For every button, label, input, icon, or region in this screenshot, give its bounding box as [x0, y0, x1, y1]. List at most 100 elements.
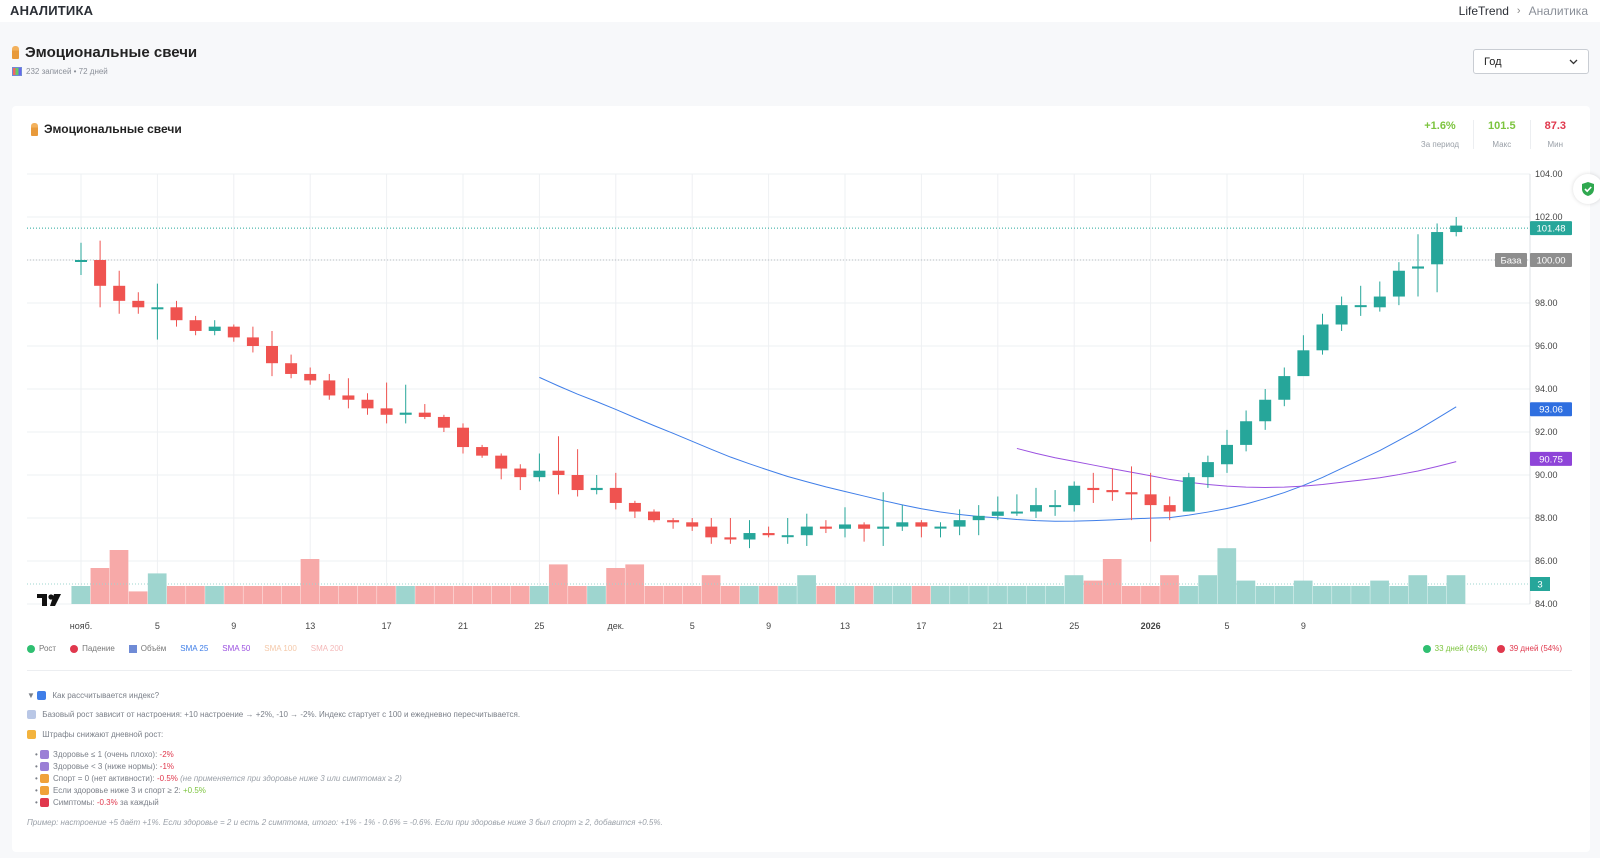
legend-item-sma100[interactable]: SMA 100 — [264, 644, 296, 653]
base-price-tag-bg — [1530, 253, 1572, 267]
candle-up — [1201, 462, 1214, 478]
triangle-down-icon: ▼ — [27, 691, 35, 700]
x-tick-label: 2026 — [1141, 621, 1161, 631]
legend-item-down[interactable]: Падение — [70, 644, 115, 653]
volume-bar — [988, 586, 1007, 604]
pill-icon — [40, 798, 50, 808]
stat-period-label: За период — [1420, 140, 1460, 149]
shield-check-icon[interactable] — [1573, 174, 1600, 204]
person-icon — [31, 122, 38, 136]
volume-bar — [644, 586, 664, 604]
legend-sma100-label: SMA 100 — [264, 644, 297, 653]
candle-down — [667, 520, 680, 523]
candle-down — [361, 399, 374, 409]
legend-item-sma50[interactable]: SMA 50 — [222, 644, 250, 653]
chart-legend: Рост Падение Объём SMA 25 SMA 50 SMA 100… — [27, 644, 343, 653]
penalty-note: (не применяется при здоровье ниже 3 или … — [180, 774, 402, 783]
breadcrumb-separator-icon: › — [1516, 5, 1521, 17]
candle-down — [418, 412, 431, 417]
page-subtitle-text: 232 записей • 72 дней — [26, 67, 108, 76]
candle-up — [399, 412, 412, 415]
penalty-text: Симптомы: — [53, 798, 97, 807]
volume-bar — [969, 586, 988, 604]
breadcrumb-root[interactable]: LifeTrend — [1458, 4, 1509, 18]
candle-down — [514, 468, 527, 478]
candle-up — [896, 522, 909, 527]
candle-up — [1431, 232, 1444, 265]
card-title-text: Эмоциональные свечи — [44, 122, 182, 136]
volume-bar — [1217, 548, 1237, 604]
candle-down — [858, 524, 871, 529]
legend-item-sma200[interactable]: SMA 200 — [311, 644, 343, 653]
page-title-text: Эмоциональные свечи — [25, 44, 198, 61]
penalty-item: • Если здоровье ниже 3 и спорт ≥ 2: +0.5… — [35, 786, 206, 796]
y-tick-label: 96.00 — [1535, 341, 1558, 351]
penalty-text: Здоровье < 3 (ниже нормы): — [53, 762, 160, 771]
volume-bar — [911, 586, 931, 604]
volume-bar — [568, 586, 587, 604]
volume-bar — [109, 550, 129, 604]
candle-down — [285, 363, 298, 374]
volume-bar — [1102, 559, 1122, 604]
legend-up-label: Рост — [39, 644, 57, 653]
candle-up — [1278, 376, 1291, 400]
candle-down — [724, 537, 737, 540]
legend-item-up[interactable]: Рост — [27, 644, 56, 653]
volume-bar — [759, 586, 778, 604]
penalty-item: • Здоровье < 3 (ниже нормы): -1% — [35, 762, 175, 772]
info-toggle[interactable]: ▼ Как рассчитывается индекс? — [27, 691, 159, 701]
penalty-text: Спорт = 0 (нет активности): — [53, 774, 157, 783]
period-select[interactable]: Год — [1473, 49, 1589, 74]
volume-bar — [491, 586, 511, 604]
stat-max: 101.5 Макс — [1473, 120, 1530, 149]
card-title: Эмоциональные свечи — [31, 122, 182, 136]
sma25-tag-bg — [1530, 402, 1572, 417]
volume-bar — [319, 586, 339, 604]
legend-item-volume[interactable]: Объём — [128, 644, 167, 653]
candle-up — [1335, 305, 1348, 325]
volume-bar — [587, 586, 606, 604]
legend-sma200-label: SMA 200 — [310, 644, 344, 653]
volume-bar — [1255, 586, 1275, 604]
candle-down — [571, 475, 584, 491]
volume-bar — [1141, 586, 1160, 604]
volume-bar — [1083, 580, 1103, 604]
page-subtitle: 232 записей • 72 дней — [12, 67, 197, 76]
candle-down — [609, 487, 622, 503]
page-title: Эмоциональные свечи — [12, 44, 197, 61]
y-tick-label: 94.00 — [1535, 384, 1558, 394]
volume-bar — [186, 586, 205, 604]
info-base: Базовый рост зависит от настроения: +10 … — [42, 710, 521, 719]
penalty-text: Здоровье ≤ 1 (очень плохо): — [53, 750, 160, 759]
stat-period-value: +1.6% — [1424, 120, 1456, 132]
legend-volume-label: Объём — [140, 644, 167, 653]
candle-up — [75, 260, 87, 262]
volume-bar — [243, 586, 263, 604]
logo-part — [48, 594, 54, 600]
x-tick-label: 17 — [382, 621, 392, 631]
running-icon — [40, 786, 50, 796]
candle-up — [1240, 421, 1253, 445]
volume-bar — [357, 586, 377, 604]
volume-bar — [1198, 575, 1218, 604]
candle-down — [762, 533, 775, 536]
warning-icon — [27, 730, 36, 740]
penalty-item: • Здоровье ≤ 1 (очень плохо): -2% — [35, 750, 174, 760]
candle-down — [552, 470, 565, 475]
x-tick-label: нояб. — [70, 621, 93, 631]
legend-item-sma25[interactable]: SMA 25 — [180, 644, 208, 653]
candle-up — [781, 535, 794, 538]
legend-sma25-label: SMA 25 — [180, 644, 209, 653]
candle-down — [380, 408, 393, 415]
volume-bar — [90, 568, 110, 604]
volume-bar — [854, 586, 874, 604]
volume-bar — [128, 591, 148, 604]
divider — [27, 670, 1572, 671]
candlestick-chart[interactable]: 104.00 102.00 100.00 98.00 96.00 94.00 92.00 90… — [0, 0, 1600, 640]
y-tick-label: 104.00 — [1535, 169, 1563, 179]
penalty-item: • Симптомы: -0.3% за каждый — [35, 798, 159, 808]
candle-down — [323, 380, 336, 396]
volume-bar — [472, 586, 492, 604]
candle-down — [628, 502, 641, 512]
stat-max-value: 101.5 — [1488, 120, 1516, 132]
